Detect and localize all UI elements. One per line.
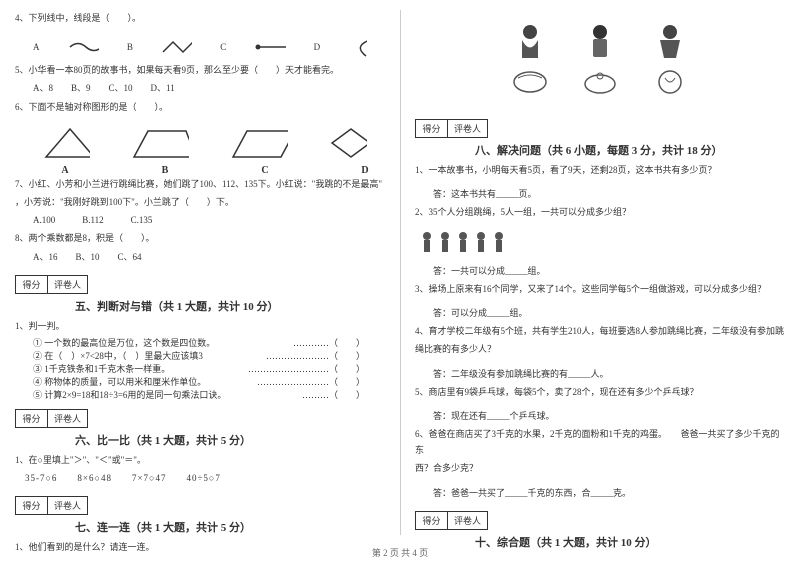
wave-line-icon (68, 38, 99, 56)
segment-line-icon (254, 38, 285, 56)
section-7-title: 七、连一连（共 1 大题，共计 5 分） (15, 519, 385, 535)
score-box-6: 得分 评卷人 (15, 409, 88, 428)
q4-text: 4、下列线中，线段是（ ）。 (15, 10, 385, 26)
p1-text: 1、一本故事书，小明每天看5页，看了9天，还剩28页，这本书共有多少页？ (415, 162, 785, 178)
shape-label-d: D (345, 165, 385, 176)
label-a: A (33, 42, 40, 52)
p4-answer: 答：二年级没有参加跳绳比赛的有_____人。 (415, 366, 785, 382)
kids-jumping-icon (415, 223, 785, 263)
trapezoid-icon (130, 125, 189, 161)
compare-head: 1、在○里填上"＞"、"＜"或"＝"。 (15, 452, 385, 468)
j3-text: ③ 1千克铁条和1千克木条一样重。 (33, 362, 170, 375)
q7-text-b: ，小芳说："我刚好跳到100下"。小兰跳了（ ）下。 (15, 194, 385, 210)
rhombus-icon (328, 125, 367, 161)
score-label: 得分 (416, 512, 448, 529)
object-icon-1 (510, 68, 550, 96)
j4-paren: ……………………（ ） (257, 375, 365, 388)
right-column: 得分 评卷人 八、解决问题（共 6 小题，每题 3 分，共计 18 分） 1、一… (400, 0, 800, 565)
j3-paren: ………………………（ ） (248, 362, 365, 375)
score-box-10: 得分 评卷人 (415, 511, 488, 530)
label-b: B (127, 42, 133, 52)
q4-shapes: A B C D (15, 28, 385, 62)
q5-options: A、8 B、9 C、10 D、11 (15, 80, 385, 96)
q6-shapes (15, 117, 385, 165)
j1-text: ① 一个数的最高位是万位，这个数是四位数。 (33, 336, 215, 349)
judge-4: ④ 称物体的质量，可以用米和厘米作单位。 ……………………（ ） (15, 375, 385, 388)
judge-head: 1、判一判。 (15, 318, 385, 334)
child-icon-3 (650, 20, 690, 60)
score-box-7: 得分 评卷人 (15, 496, 88, 515)
score-box-8: 得分 评卷人 (415, 119, 488, 138)
q5-text: 5、小华看一本80页的故事书，如果每天看9页，那么至少要（ ）天才能看完。 (15, 62, 385, 78)
section-5-title: 五、判断对与错（共 1 大题，共计 10 分） (15, 298, 385, 314)
pic-col-3 (650, 20, 690, 96)
label-c: C (220, 42, 226, 52)
p6-text: 6、爸爸在商店买了3千克的水果，2千克的面粉和1千克的鸡蛋。 爸爸一共买了多少千… (415, 426, 785, 458)
p2-text: 2、35个人分组跳绳，5人一组，一共可以分成多少组？ (415, 204, 785, 220)
grader-label: 评卷人 (48, 276, 87, 293)
p1-answer: 答：这本书共有_____页。 (415, 186, 785, 202)
score-label: 得分 (16, 497, 48, 514)
p4-text2: 绳比赛的有多少人？ (415, 341, 785, 357)
p5-answer: 答：现在还有_____个乒乓球。 (415, 408, 785, 424)
label-d: D (314, 42, 321, 52)
left-column: 4、下列线中，线段是（ ）。 A B C D 5、小华看一本80页的故事书，如果… (0, 0, 400, 565)
grader-label: 评卷人 (448, 512, 487, 529)
judge-2: ② 在（ ）×7<28中，（ ）里最大应该填3 …………………（ ） (15, 349, 385, 362)
j4-text: ④ 称物体的质量，可以用米和厘米作单位。 (33, 375, 206, 388)
j1-paren: …………（ ） (293, 336, 365, 349)
pic-col-1 (510, 20, 550, 96)
grader-label: 评卷人 (448, 120, 487, 137)
p6-text2: 西？合多少克？ (415, 460, 785, 476)
p6-answer: 答：爸爸一共买了_____千克的东西，合_____克。 (415, 485, 785, 501)
child-icon-2 (580, 20, 620, 60)
compare-line: 35-7○6 8×6○48 7×7○47 40÷5○7 (15, 470, 385, 486)
judge-3: ③ 1千克铁条和1千克木条一样重。 ………………………（ ） (15, 362, 385, 375)
score-label: 得分 (16, 276, 48, 293)
object-icon-3 (650, 68, 690, 96)
connect-pictures (415, 10, 785, 111)
p3-text: 3、操场上原来有16个同学，又来了14个。这些同学每5个一组做游戏，可以分成多少… (415, 281, 785, 297)
q8-text: 8、两个乘数都是8，积是（ ）。 (15, 230, 385, 246)
zigzag-line-icon (161, 38, 192, 56)
j5-paren: ………（ ） (302, 388, 365, 401)
pic-col-2 (580, 20, 620, 96)
judge-1: ① 一个数的最高位是万位，这个数是四位数。 …………（ ） (15, 336, 385, 349)
child-icon-1 (510, 20, 550, 60)
arc-line-icon (348, 36, 367, 58)
q6-labels: A B C D (15, 165, 385, 176)
shape-label-a: A (45, 165, 85, 176)
section-8-title: 八、解决问题（共 6 小题，每题 3 分，共计 18 分） (415, 142, 785, 158)
section-6-title: 六、比一比（共 1 大题，共计 5 分） (15, 432, 385, 448)
grader-label: 评卷人 (48, 497, 87, 514)
object-icon-2 (580, 68, 620, 96)
p2-answer: 答：一共可以分成_____组。 (415, 263, 785, 279)
score-label: 得分 (16, 410, 48, 427)
q7-text-a: 7、小红、小芳和小兰进行跳绳比赛，她们跳了100、112、135下。小红说："我… (15, 176, 385, 192)
shape-label-c: C (245, 165, 285, 176)
j2-paren: …………………（ ） (266, 349, 365, 362)
score-label: 得分 (416, 120, 448, 137)
shape-label-b: B (145, 165, 185, 176)
grader-label: 评卷人 (48, 410, 87, 427)
triangle-icon (40, 125, 90, 161)
p4-text: 4、育才学校二年级有5个班，共有学生210人，每班要选8人参加跳绳比赛，二年级没… (415, 323, 785, 339)
q8-options: A、16 B、10 C、64 (15, 249, 385, 265)
q7-options: A.100 B.112 C.135 (15, 212, 385, 228)
j5-text: ⑤ 计算2×9=18和18÷3=6用的是同一句乘法口诀。 (33, 388, 226, 401)
score-box-5: 得分 评卷人 (15, 275, 88, 294)
page-footer: 第 2 页 共 4 页 (0, 546, 800, 559)
j2-text: ② 在（ ）×7<28中，（ ）里最大应该填3 (33, 349, 203, 362)
judge-5: ⑤ 计算2×9=18和18÷3=6用的是同一句乘法口诀。 ………（ ） (15, 388, 385, 401)
parallelogram-icon (229, 125, 288, 161)
q6-text: 6、下面不是轴对称图形的是（ ）。 (15, 99, 385, 115)
p5-text: 5、商店里有9袋乒乓球，每袋5个，卖了28个，现在还有多少个乒乓球？ (415, 384, 785, 400)
p3-answer: 答：可以分成_____组。 (415, 305, 785, 321)
